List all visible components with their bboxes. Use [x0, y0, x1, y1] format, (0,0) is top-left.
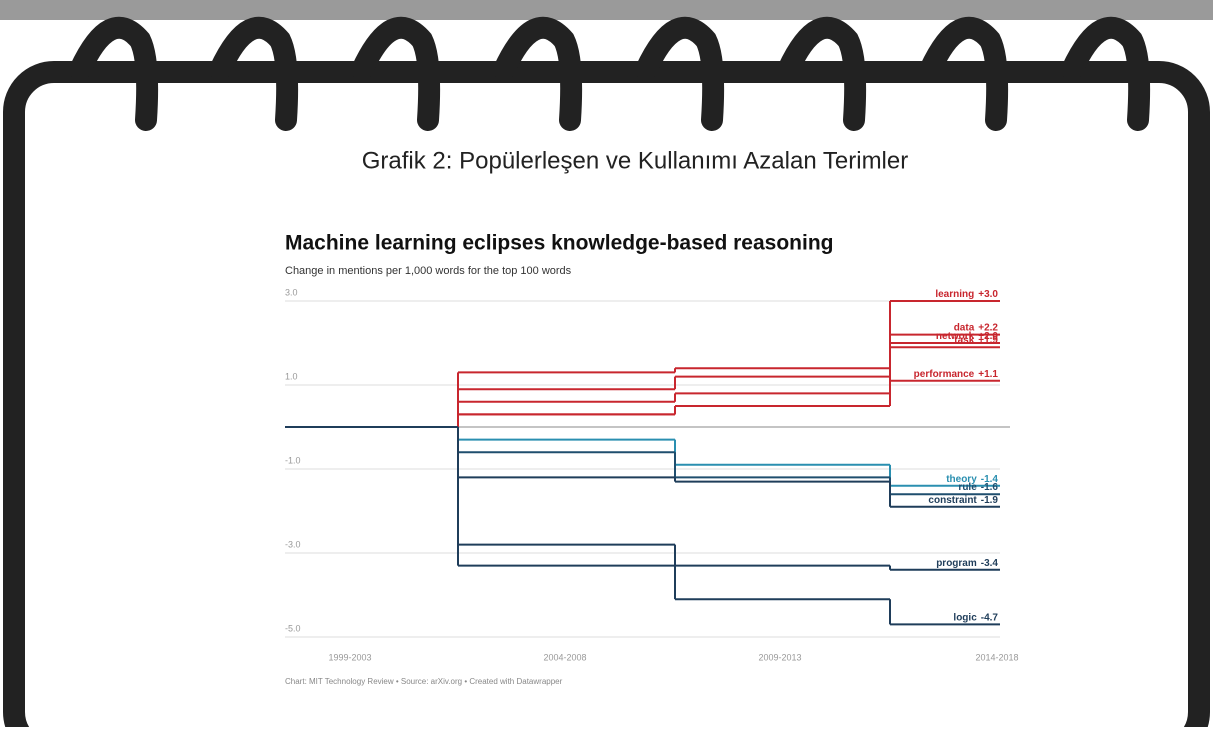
- value-label: -3.4: [981, 557, 999, 568]
- value-label: -1.6: [981, 482, 999, 493]
- caption: Grafik 2: Popülerleşen ve Kullanımı Azal…: [362, 147, 908, 174]
- series-name: program: [936, 557, 977, 568]
- top-bar: [0, 0, 1213, 20]
- chart-source: Chart: MIT Technology Review • Source: a…: [285, 677, 563, 686]
- series-label: program -3.4: [936, 557, 998, 568]
- series-name: network: [936, 331, 975, 342]
- series-name: learning: [935, 289, 974, 300]
- series-label: network +2.0: [936, 331, 999, 342]
- series-name: logic: [953, 612, 977, 623]
- series-label: constraint -1.9: [928, 494, 998, 505]
- value-label: +2.0: [978, 331, 998, 342]
- value-label: -1.9: [981, 494, 999, 505]
- series-name: theory: [946, 473, 977, 484]
- series-label: learning +3.0: [935, 289, 998, 300]
- x-tick-label: 1999-2003: [328, 652, 371, 662]
- value-label: -1.4: [981, 473, 999, 484]
- series-name: rule: [958, 482, 977, 493]
- series-name: performance: [914, 368, 975, 379]
- y-tick-label: -5.0: [285, 623, 301, 633]
- value-label: +2.2: [978, 322, 998, 333]
- value-label: +1.1: [978, 368, 998, 379]
- value-label: +1.9: [978, 335, 998, 346]
- series-label: task +1.9: [954, 335, 998, 346]
- series: logic -4.7: [285, 426, 1000, 626]
- series-name: data: [954, 322, 975, 333]
- x-tick-label: 2014-2018: [975, 652, 1018, 662]
- y-tick-label: 1.0: [285, 371, 298, 381]
- x-tick-label: 2004-2008: [543, 652, 586, 662]
- spiral-rings: [69, 16, 1151, 131]
- series-name: task: [954, 335, 974, 346]
- plot: 3.0 1.0 -1.0 -3.0 -5.0 1999-2003 2004-2008 2009…: [285, 287, 1019, 662]
- y-tick-label: -3.0: [285, 539, 301, 549]
- series-label: logic -4.7: [953, 612, 998, 623]
- x-tick-label: 2009-2013: [758, 652, 801, 662]
- y-tick-label: -1.0: [285, 455, 301, 465]
- series-label: theory -1.4: [946, 473, 998, 484]
- y-tick-label: 3.0: [285, 287, 298, 297]
- series-label: performance +1.1: [914, 368, 999, 379]
- value-label: -4.7: [981, 612, 999, 623]
- series-name: constraint: [928, 494, 977, 505]
- series-label: data +2.2: [954, 322, 999, 333]
- chart-title: Machine learning eclipses knowledge-base…: [285, 232, 834, 255]
- chart-subtitle: Change in mentions per 1,000 words for t…: [285, 265, 572, 277]
- series-label: rule -1.6: [958, 482, 998, 493]
- value-label: +3.0: [978, 289, 998, 300]
